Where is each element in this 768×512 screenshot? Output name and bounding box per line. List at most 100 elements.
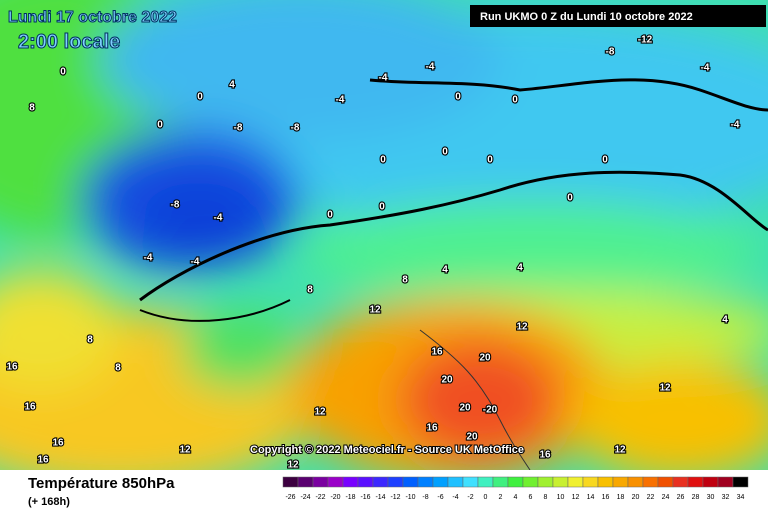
contour-label: 16 [426, 423, 438, 434]
scale-swatch [507, 476, 524, 488]
scale-swatch [567, 476, 584, 488]
scale-swatch [432, 476, 449, 488]
copyright: Copyright © 2022 Meteociel.fr - Source U… [250, 444, 524, 456]
contour-label: 12 [614, 445, 626, 456]
scale-label: -20 [330, 494, 340, 501]
scale-label: -18 [345, 494, 355, 501]
scale-swatch [582, 476, 599, 488]
scale-swatch [282, 476, 299, 488]
scale-label: 30 [707, 494, 715, 501]
scale-label: -12 [390, 494, 400, 501]
scale-swatch [387, 476, 404, 488]
scale-label: 0 [484, 494, 488, 501]
scale-swatch [537, 476, 554, 488]
contour-label: -4 [701, 63, 710, 74]
contour-label: 12 [287, 460, 299, 471]
scale-swatch [642, 476, 659, 488]
scale-swatch [297, 476, 314, 488]
scale-label: 26 [677, 494, 685, 501]
contour-label: 0 [487, 155, 493, 166]
scale-swatch [312, 476, 329, 488]
scale-label: 24 [662, 494, 670, 501]
scale-label: 28 [692, 494, 700, 501]
scale-swatch [612, 476, 629, 488]
scale-label: 12 [572, 494, 580, 501]
scale-swatch [702, 476, 719, 488]
scale-label: 32 [722, 494, 730, 501]
scale-swatch [657, 476, 674, 488]
contour-label: -20 [483, 405, 498, 416]
contour-label: 0 [157, 120, 163, 131]
map [0, 0, 768, 470]
contour-label: 0 [327, 210, 333, 221]
scale-label: -22 [315, 494, 325, 501]
contour-label: -4 [144, 253, 153, 264]
contour-label: 8 [402, 275, 408, 286]
scale-swatch [732, 476, 749, 488]
scale-swatch [552, 476, 569, 488]
contour-label: 0 [60, 67, 66, 78]
scale-swatch [357, 476, 374, 488]
date: Lundi 17 octobre 2022 [8, 9, 177, 26]
contour-label: 16 [37, 455, 49, 466]
scale-swatch [477, 476, 494, 488]
contour-label: 16 [6, 362, 18, 373]
contour-label: 12 [179, 445, 191, 456]
contour-label: -8 [606, 47, 615, 58]
scale-label: 18 [617, 494, 625, 501]
contour-label: 0 [442, 147, 448, 158]
run-info: Run UKMO 0 Z du Lundi 10 octobre 2022 [480, 11, 693, 23]
contour-label: -4 [426, 62, 435, 73]
scale-swatch [597, 476, 614, 488]
contour-label: 8 [87, 335, 93, 346]
footer-title: Température 850hPa [28, 475, 175, 492]
contour-label: 20 [441, 375, 453, 386]
scale-swatch [447, 476, 464, 488]
footer-range: (+ 168h) [28, 496, 70, 508]
scale-label: -16 [360, 494, 370, 501]
scale-label: -8 [422, 494, 428, 501]
contour-label: 4 [229, 80, 235, 91]
contour-label: 8 [115, 363, 121, 374]
contour-label: 16 [539, 450, 551, 461]
scale-label: 34 [737, 494, 745, 501]
contour-label: 4 [517, 263, 523, 274]
contour-label: 4 [722, 315, 728, 326]
scale-swatch [462, 476, 479, 488]
scale-swatch [372, 476, 389, 488]
scale-label: 6 [529, 494, 533, 501]
scale-label: 16 [602, 494, 610, 501]
contour-label: -4 [336, 95, 345, 106]
scale-label: 22 [647, 494, 655, 501]
scale-swatch [672, 476, 689, 488]
contour-label: 16 [52, 438, 64, 449]
contour-label: 20 [459, 403, 471, 414]
contour-label: 0 [197, 92, 203, 103]
scale-label: 8 [544, 494, 548, 501]
contour-label: -12 [638, 35, 653, 46]
contour-label: 0 [567, 193, 573, 204]
contour-label: -8 [291, 123, 300, 134]
contour-label: -4 [191, 257, 200, 268]
scale-swatch [627, 476, 644, 488]
scale-label: -26 [285, 494, 295, 501]
scale-label: 10 [557, 494, 565, 501]
contour-label: -8 [171, 200, 180, 211]
time: 2:00 locale [18, 31, 120, 53]
scale-swatch [717, 476, 734, 488]
scale-label: -6 [437, 494, 443, 501]
scale-swatch [417, 476, 434, 488]
contour-label: -8 [234, 123, 243, 134]
contour-label: -4 [379, 73, 388, 84]
contour-label: 16 [24, 402, 36, 413]
scale-swatch [687, 476, 704, 488]
contour-label: 12 [369, 305, 381, 316]
contour-label: 4 [442, 265, 448, 276]
contour-label: 0 [379, 202, 385, 213]
scale-label: 4 [514, 494, 518, 501]
scale-swatch [327, 476, 344, 488]
scale-label: -4 [452, 494, 458, 501]
contour-label: 0 [380, 155, 386, 166]
contour-label: -4 [731, 120, 740, 131]
